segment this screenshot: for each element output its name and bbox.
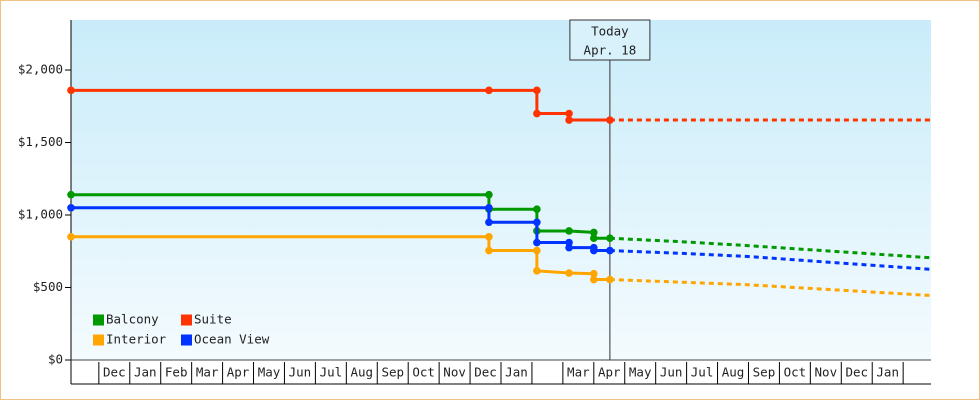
price-point	[67, 232, 75, 241]
x-tick-label: Nov	[443, 365, 466, 380]
x-tick-label: May	[629, 365, 652, 380]
x-tick-label: Sep	[381, 365, 404, 380]
x-tick-label: Apr	[227, 365, 250, 380]
price-point	[590, 275, 598, 284]
legend-swatch	[93, 314, 104, 326]
price-point	[485, 218, 493, 227]
price-point	[606, 234, 614, 243]
x-tick-label: Jul	[691, 365, 714, 380]
price-point	[565, 227, 573, 235]
x-tick-label: Dec	[474, 365, 497, 380]
price-point	[67, 86, 75, 95]
price-point	[485, 190, 493, 199]
price-point	[565, 116, 573, 124]
price-point	[533, 246, 541, 255]
x-tick-label: Jan	[505, 365, 528, 380]
today-label: Apr. 18	[584, 43, 637, 58]
x-tick-label: Dec	[103, 365, 126, 380]
price-point	[485, 203, 493, 212]
x-tick-label: Mar	[567, 365, 590, 380]
today-box	[569, 19, 651, 61]
x-tick-label: Aug	[722, 365, 745, 380]
price-point	[533, 109, 541, 118]
price-point	[590, 246, 598, 255]
plot-area	[71, 20, 931, 360]
legend-swatch	[181, 334, 192, 346]
forecast-line	[609, 278, 932, 297]
price-point	[565, 109, 573, 118]
legend-swatch	[93, 334, 104, 346]
legend-swatch	[181, 314, 192, 326]
x-tick-label: Jun	[289, 365, 312, 380]
price-point	[533, 86, 541, 95]
price-point	[67, 203, 75, 212]
x-tick-label: Oct	[784, 365, 807, 380]
x-tick-label: Jul	[320, 365, 343, 380]
x-tick-label: Feb	[165, 365, 188, 380]
legend-label: Interior	[106, 332, 167, 347]
y-tick-label: $1,500	[18, 134, 63, 149]
price-point	[606, 275, 614, 284]
price-point	[533, 218, 541, 227]
x-tick-label: Aug	[351, 365, 374, 380]
y-tick-label: $1,000	[18, 207, 63, 222]
x-tick-label: May	[258, 365, 281, 380]
forecast-line	[609, 249, 932, 271]
price-point	[590, 269, 598, 278]
y-tick-label: $500	[33, 279, 63, 294]
price-point	[485, 86, 493, 95]
x-tick-label: Dec	[845, 365, 868, 380]
x-tick-label: Sep	[753, 365, 776, 380]
price-point	[67, 190, 75, 199]
forecast-line	[609, 236, 932, 260]
x-tick-label: Jun	[660, 365, 683, 380]
y-tick-label: $0	[48, 352, 63, 367]
price-point	[606, 246, 614, 255]
price-point	[590, 228, 598, 237]
x-tick-label: Jan	[876, 365, 899, 380]
today-label: Today	[591, 24, 629, 39]
price-point	[533, 205, 541, 214]
x-tick-label: Nov	[815, 365, 838, 380]
price-point	[590, 234, 598, 243]
legend-label: Suite	[194, 312, 232, 327]
price-point	[565, 269, 573, 277]
price-point	[533, 267, 541, 275]
price-point	[606, 116, 614, 124]
price-point	[485, 246, 493, 255]
x-tick-label: Mar	[196, 365, 219, 380]
price-point	[565, 243, 573, 252]
legend-label: Ocean View	[194, 332, 270, 347]
price-point	[533, 238, 541, 247]
legend-label: Balcony	[106, 312, 159, 327]
x-tick-label: Apr	[598, 365, 621, 380]
x-tick-label: Oct	[412, 365, 435, 380]
price-point	[485, 232, 493, 241]
x-tick-label: Jan	[134, 365, 157, 380]
y-tick-label: $2,000	[18, 62, 63, 77]
